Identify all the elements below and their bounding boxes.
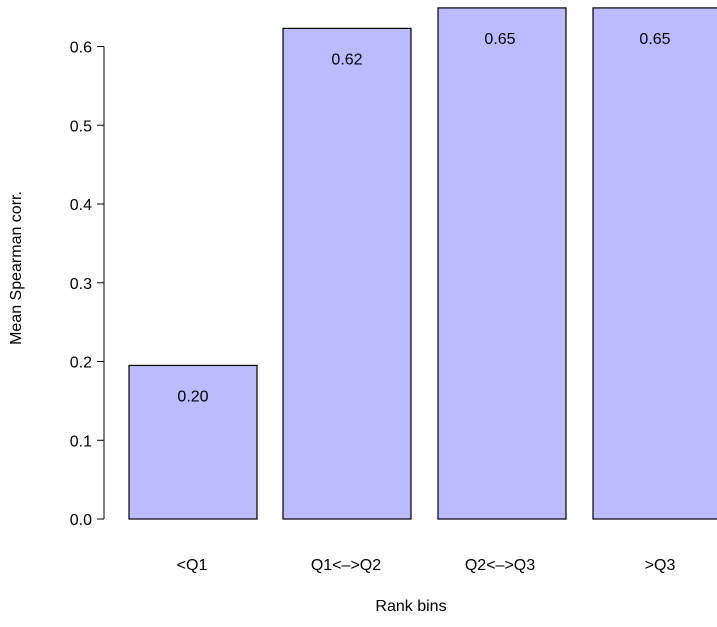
x-axis-tick-label: >Q3 (645, 557, 676, 574)
bar-value-label: 0.62 (331, 51, 362, 68)
y-axis-tick-label: 0.4 (70, 197, 92, 214)
bar-value-label: 0.65 (484, 31, 515, 48)
x-axis-tick-label: Q2<–>Q3 (465, 557, 535, 574)
x-axis-tick-label: Q1<–>Q2 (311, 557, 381, 574)
y-axis-tick-label: 0.5 (70, 118, 92, 135)
y-axis-tick-label: 0.6 (70, 40, 92, 57)
bar (437, 7, 567, 520)
x-axis-label: Rank bins (375, 598, 446, 615)
y-axis-tick-label: 0.3 (70, 276, 92, 293)
y-axis-tick-label: 0.0 (70, 512, 92, 529)
bar (282, 27, 412, 520)
x-axis-tick-labels: <Q1 Q1<–>Q2 Q2<–>Q3 >Q3 (177, 557, 676, 574)
bar-value-label: 0.65 (639, 31, 670, 48)
y-axis-label: Mean Spearman corr. (8, 191, 25, 345)
bar (128, 364, 258, 520)
bar-value-label: 0.20 (177, 388, 208, 405)
x-axis-tick-label: <Q1 (177, 557, 208, 574)
bar (592, 7, 717, 520)
y-axis-tick-label: 0.1 (70, 433, 92, 450)
y-axis: 0.0 0.1 0.2 0.3 0.4 0.5 0.6 (70, 40, 105, 529)
bars-group: 0.20 0.62 0.65 0.65 (128, 7, 717, 520)
y-axis-tick-label: 0.2 (70, 355, 92, 372)
